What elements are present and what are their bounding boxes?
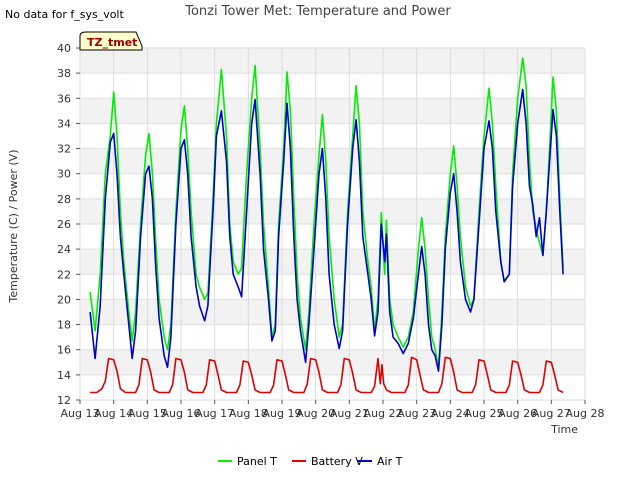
horizontal-grid bbox=[80, 47, 585, 401]
grid-band bbox=[80, 349, 585, 375]
series-layer bbox=[89, 57, 564, 394]
grid-band bbox=[80, 48, 585, 74]
x-axis-label: Time bbox=[550, 423, 578, 436]
x-tick-label: Aug 15 bbox=[128, 407, 167, 420]
y-tick-label: 40 bbox=[57, 42, 71, 55]
x-tick-label: Aug 28 bbox=[566, 407, 605, 420]
x-tick-label: Aug 13 bbox=[61, 407, 100, 420]
y-tick-label: 38 bbox=[57, 67, 71, 80]
site-badge: TZ_tmet bbox=[79, 31, 143, 51]
x-tick-label: Aug 21 bbox=[330, 407, 369, 420]
series-line-battery-v bbox=[90, 356, 564, 394]
x-tick-label: Aug 20 bbox=[296, 407, 335, 420]
chart-title: Tonzi Tower Met: Temperature and Power bbox=[184, 4, 451, 19]
y-tick-label: 20 bbox=[57, 293, 71, 306]
y-axis: 12 14 16 18 20 22 24 26 28 30 32 34 36 38 40 bbox=[57, 42, 80, 407]
y-tick-label: 34 bbox=[57, 117, 71, 130]
y-tick-label: 36 bbox=[57, 92, 71, 105]
y-tick-label: 24 bbox=[57, 243, 71, 256]
site-badge-shape bbox=[79, 31, 143, 51]
legend-label-battery-v: Battery V bbox=[311, 455, 363, 468]
y-axis-label: Temperature (C) / Power (V) bbox=[7, 149, 20, 303]
series-line-air-t bbox=[89, 88, 564, 372]
y-tick-label: 32 bbox=[57, 143, 71, 156]
x-tick-label: Aug 26 bbox=[498, 407, 537, 420]
x-tick-label: Aug 14 bbox=[94, 407, 133, 420]
y-tick-label: 28 bbox=[57, 193, 71, 206]
x-tick-label: Aug 22 bbox=[364, 407, 403, 420]
legend: Panel T Battery V Air T bbox=[218, 455, 403, 468]
legend-label-air-t: Air T bbox=[377, 455, 403, 468]
y-tick-label: 26 bbox=[57, 218, 71, 231]
y-tick-label: 30 bbox=[57, 168, 71, 181]
y-tick-label: 14 bbox=[57, 369, 71, 382]
y-tick-label: 12 bbox=[57, 394, 71, 407]
grid-band bbox=[80, 198, 585, 224]
x-tick-label: Aug 17 bbox=[195, 407, 234, 420]
x-tick-label: Aug 27 bbox=[532, 407, 571, 420]
x-tick-label: Aug 23 bbox=[397, 407, 436, 420]
x-tick-label: Aug 16 bbox=[162, 407, 201, 420]
grid-band bbox=[80, 98, 585, 124]
y-tick-label: 16 bbox=[57, 344, 71, 357]
y-tick-label: 18 bbox=[57, 319, 71, 332]
x-tick-label: Aug 18 bbox=[229, 407, 268, 420]
plot-area bbox=[79, 47, 586, 401]
legend-label-panel-t: Panel T bbox=[237, 455, 277, 468]
series-line-panel-t bbox=[89, 57, 564, 370]
x-tick-label: Aug 25 bbox=[465, 407, 504, 420]
y-tick-label: 22 bbox=[57, 268, 71, 281]
grid-band bbox=[80, 148, 585, 174]
no-data-note: No data for f_sys_volt bbox=[5, 8, 124, 21]
x-tick-label: Aug 19 bbox=[263, 407, 302, 420]
x-tick-label: Aug 24 bbox=[431, 407, 470, 420]
site-badge-label: TZ_tmet bbox=[87, 36, 137, 49]
